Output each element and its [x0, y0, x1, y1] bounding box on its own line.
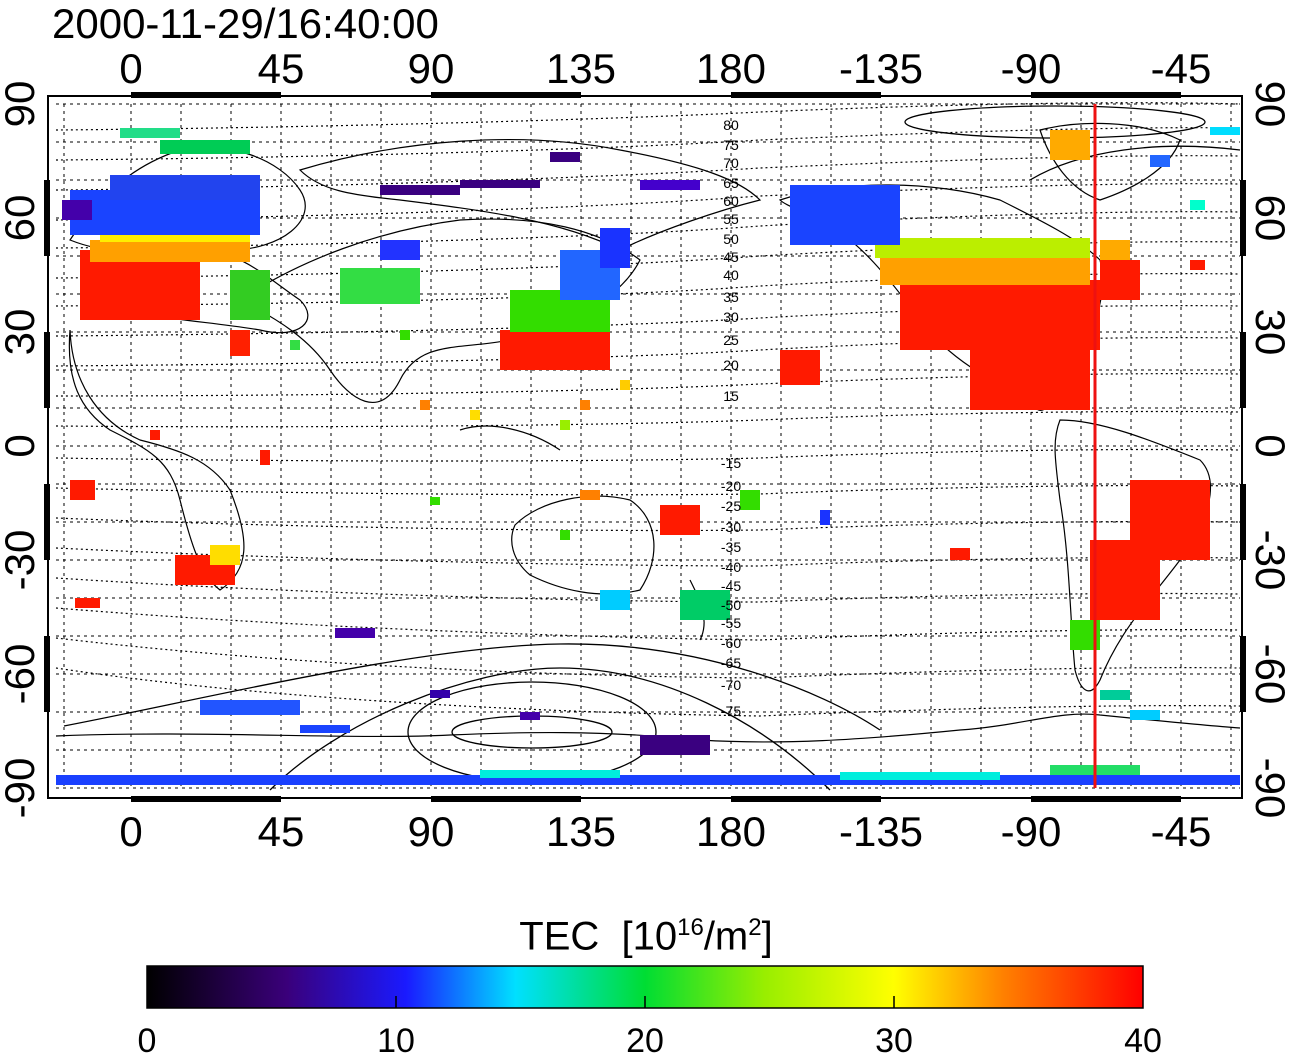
contour-label-minus55: -55 — [721, 615, 741, 631]
colorbar-label-30: 30 — [875, 1022, 913, 1057]
contour-label-minus20: -20 — [721, 478, 741, 494]
contour-label-35: 35 — [723, 289, 739, 305]
left-label-minus90: -90 — [0, 758, 43, 819]
contour-label-70: 70 — [723, 155, 739, 171]
frame-ticks — [44, 92, 1246, 802]
contour-label-minus70: -70 — [721, 677, 741, 693]
contour-label-minus15: -15 — [721, 455, 741, 471]
left-label-minus60: -60 — [0, 644, 43, 705]
contour-label-minus25: -25 — [721, 498, 741, 514]
top-label-minus90: -90 — [1001, 45, 1062, 92]
contour-label-minus50: -50 — [721, 597, 741, 613]
right-label-minus90: -90 — [1247, 758, 1292, 819]
colorbar-label-20: 20 — [626, 1022, 664, 1057]
contour-labels: 80 75 70 65 60 55 50 45 40 35 30 25 20 1… — [721, 117, 741, 719]
colorbar-label-0: 0 — [138, 1022, 157, 1057]
south-band-cyan-2 — [840, 772, 1000, 780]
left-axis-labels: 90 60 30 0 -30 -60 -90 — [0, 81, 43, 819]
left-label-minus30: -30 — [0, 530, 43, 591]
colorbar-ticks — [395, 996, 895, 1008]
contour-label-25: 25 — [723, 332, 739, 348]
right-label-minus60: -60 — [1247, 644, 1292, 705]
contour-label-minus65: -65 — [721, 655, 741, 671]
contour-label-75: 75 — [723, 137, 739, 153]
bottom-label-90: 90 — [408, 808, 455, 855]
bottom-axis-labels: 0 45 90 135 180 -135 -90 -45 — [119, 808, 1211, 855]
colorbar-unit-prefix: [10 — [621, 914, 678, 959]
south-band-cyan-1 — [480, 770, 620, 778]
contour-label-20: 20 — [723, 357, 739, 373]
colorbar-unit-suffix: ] — [761, 914, 773, 959]
bottom-label-180: 180 — [696, 808, 766, 855]
colorbar-title-name: TEC — [519, 914, 600, 959]
magnetic-latitude-contours — [55, 102, 1241, 717]
south-pole-band — [56, 775, 1240, 785]
top-label-135: 135 — [546, 45, 616, 92]
contour-label-15: 15 — [723, 388, 739, 404]
contour-label-minus45: -45 — [721, 578, 741, 594]
colorbar-unit-mid: /m — [703, 914, 749, 959]
top-label-minus45: -45 — [1151, 45, 1212, 92]
contour-label-minus75: -75 — [721, 703, 741, 719]
right-label-minus30: -30 — [1247, 530, 1292, 591]
colorbar-title: TEC [1016/m2] — [0, 904, 1292, 960]
left-label-90: 90 — [0, 81, 43, 128]
contour-label-55: 55 — [723, 211, 739, 227]
colorbar-label-10: 10 — [377, 1022, 415, 1057]
contour-label-minus60: -60 — [721, 635, 741, 651]
contour-label-60: 60 — [723, 193, 739, 209]
right-label-90: 90 — [1247, 81, 1292, 128]
colorbar-tick-labels: 0 10 20 30 40 — [138, 1022, 1162, 1057]
colorbar-unit-exp: 16 — [677, 914, 704, 941]
bottom-label-minus90: -90 — [1001, 808, 1062, 855]
bottom-label-135: 135 — [546, 808, 616, 855]
bottom-label-minus45: -45 — [1151, 808, 1212, 855]
contour-label-80: 80 — [723, 117, 739, 133]
contour-label-50: 50 — [723, 231, 739, 247]
left-label-0: 0 — [0, 434, 43, 457]
top-label-90: 90 — [408, 45, 455, 92]
colorbar-unit-exp2: 2 — [748, 914, 762, 941]
top-label-0: 0 — [119, 45, 142, 92]
left-label-60: 60 — [0, 195, 43, 242]
colorbar-label-40: 40 — [1124, 1022, 1162, 1057]
contour-label-minus40: -40 — [721, 559, 741, 575]
bottom-label-0: 0 — [119, 808, 142, 855]
contour-label-45: 45 — [723, 249, 739, 265]
contour-label-40: 40 — [723, 267, 739, 283]
top-label-minus135: -135 — [839, 45, 923, 92]
top-label-180: 180 — [696, 45, 766, 92]
map-title: 2000-11-29/16:40:00 — [52, 0, 439, 47]
right-axis-labels: 90 60 30 0 -30 -60 -90 — [1247, 81, 1292, 819]
bottom-label-45: 45 — [258, 808, 305, 855]
left-label-30: 30 — [0, 309, 43, 356]
right-label-60: 60 — [1247, 195, 1292, 242]
right-label-30: 30 — [1247, 309, 1292, 356]
tec-data-pixels — [62, 127, 1240, 755]
top-label-45: 45 — [258, 45, 305, 92]
contour-label-minus35: -35 — [721, 539, 741, 555]
contour-label-minus30: -30 — [721, 519, 741, 535]
contour-label-65: 65 — [723, 175, 739, 191]
contour-label-30: 30 — [723, 309, 739, 325]
bottom-label-minus135: -135 — [839, 808, 923, 855]
right-label-0: 0 — [1247, 434, 1292, 457]
top-axis-labels: 0 45 90 135 180 -135 -90 -45 — [119, 45, 1211, 92]
